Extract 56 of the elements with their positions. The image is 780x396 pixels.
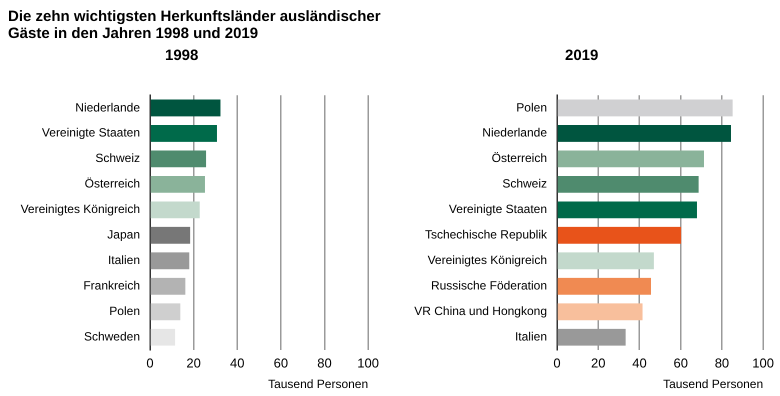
y-tick-label: Vereinigte Staaten	[42, 126, 140, 140]
y-tick-label: Frankreich	[83, 278, 140, 293]
y-tick-label: Vereinigtes Königreich	[428, 253, 547, 268]
bar	[150, 201, 200, 218]
y-tick-label: Österreich	[84, 176, 140, 191]
x-tick-label: 0	[553, 355, 561, 370]
bar	[150, 176, 205, 193]
bar	[150, 125, 217, 142]
y-tick-label: VR China und Hongkong	[414, 304, 547, 318]
x-tick-label: 100	[752, 355, 774, 370]
y-tick-label: Vereinigtes Königreich	[20, 202, 140, 216]
x-tick-label: 60	[274, 355, 288, 370]
bar	[150, 328, 176, 346]
x-tick-label: 60	[673, 355, 688, 370]
bar	[150, 278, 186, 295]
chart-subtitle: 1998	[165, 47, 198, 64]
x-axis-title: Tausend Personen	[268, 377, 368, 392]
y-tick-label: Niederlande	[482, 126, 548, 140]
y-tick-label: Russische Föderation	[430, 278, 547, 293]
bar	[558, 303, 643, 320]
bar	[150, 303, 180, 320]
y-tick-label: Vereinigte Staaten	[448, 202, 547, 216]
y-tick-label: Schweiz	[95, 151, 140, 166]
chart-title: Die zehn wichtigsten Herkunftsländer ausländischer Gäste in den Jahren 1998 und 2019	[8, 8, 382, 42]
y-tick-label: Italien	[514, 330, 547, 344]
bar	[558, 226, 682, 244]
y-tick-label: Schweden	[84, 330, 140, 344]
y-tick-label: Schweiz	[502, 176, 547, 191]
x-tick-label: 40	[632, 355, 647, 370]
bar	[150, 100, 220, 116]
x-tick-label: 80	[714, 355, 730, 370]
y-tick-label: Italien	[108, 253, 140, 268]
bar	[558, 201, 697, 218]
bar	[558, 278, 652, 295]
y-tick-label: Österreich	[492, 151, 547, 166]
bar	[150, 252, 190, 270]
y-tick-label: Tschechische Republik	[424, 228, 548, 242]
x-tick-label: 40	[230, 355, 244, 370]
x-tick-label: 20	[590, 355, 606, 370]
bar	[558, 150, 704, 168]
x-tick-label: 80	[317, 355, 332, 370]
x-tick-label: 100	[357, 355, 380, 370]
y-tick-label: Polen	[516, 100, 547, 114]
x-axis-title: Tausend Personen	[663, 377, 764, 392]
bar	[558, 125, 731, 142]
bar	[558, 100, 733, 116]
x-tick-label: 20	[186, 355, 201, 370]
chart-title: 2019	[565, 47, 598, 64]
x-tick-label: 0	[146, 355, 154, 370]
y-tick-label: Niederlande	[75, 100, 140, 114]
bar	[150, 226, 190, 244]
y-tick-label: Polen	[109, 304, 140, 318]
bar	[150, 150, 206, 168]
bar	[558, 176, 699, 193]
bar	[558, 252, 654, 270]
y-tick-label: Japan	[107, 228, 140, 242]
